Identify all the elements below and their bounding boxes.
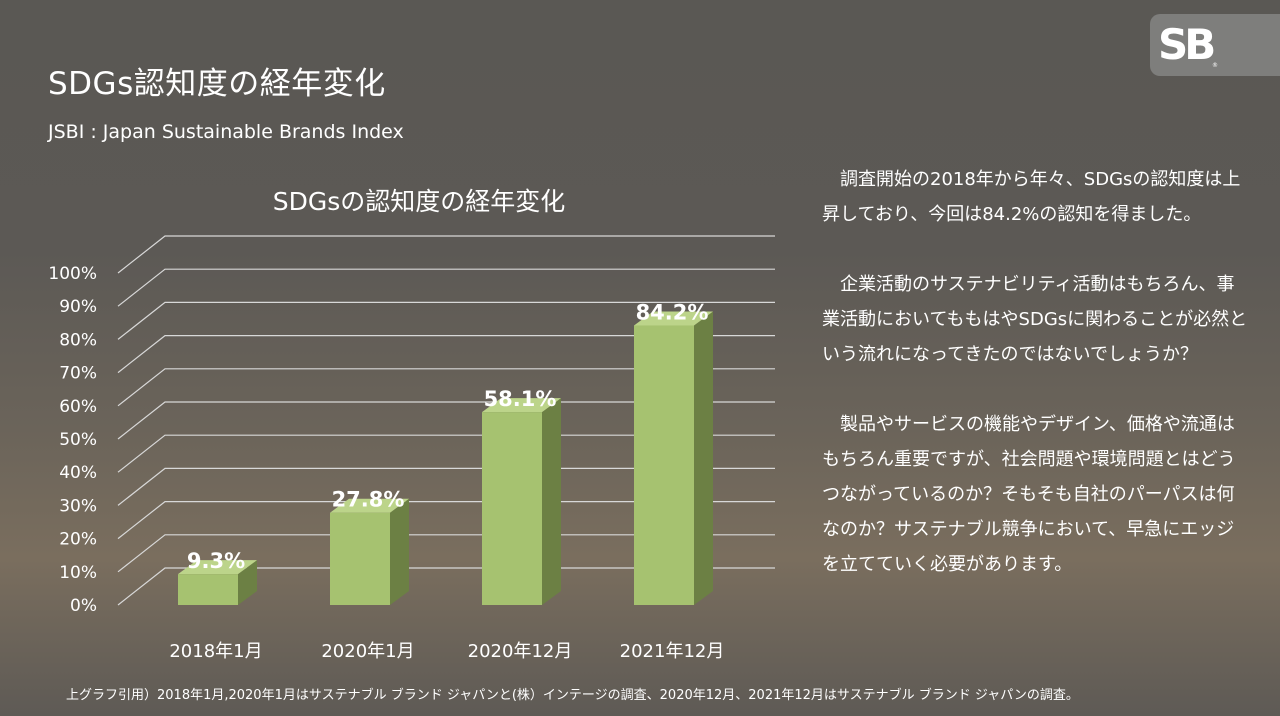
- x-tick-label: 2020年1月: [321, 641, 414, 662]
- bar-top: [634, 311, 713, 326]
- logo-registered-mark: ®: [1212, 62, 1218, 69]
- grid-line: [117, 534, 775, 573]
- x-tick-label: 2018年1月: [169, 641, 262, 662]
- bar-top: [178, 560, 257, 575]
- x-tick-label: 2020年12月: [468, 641, 573, 662]
- description-paragraph-1: 調査開始の2018年から年々、SDGsの認知度は上昇しており、今回は84.2%の…: [822, 169, 1241, 225]
- grid-line: [117, 301, 775, 340]
- grid-line: [117, 567, 775, 606]
- y-tick-label: 10%: [59, 563, 97, 583]
- bar-side: [694, 311, 713, 605]
- data-label: 27.8%: [332, 488, 405, 512]
- description-paragraph-2: 企業活動のサステナビリティ活動はもちろん、事業活動においてももはやSDGsに関わ…: [822, 274, 1248, 365]
- y-tick-label: 60%: [59, 397, 97, 417]
- data-label: 84.2%: [636, 300, 709, 324]
- grid-line: [117, 335, 775, 374]
- grid-line: [117, 434, 775, 473]
- slide-subtitle: JSBI : Japan Sustainable Brands Index: [48, 121, 404, 143]
- bar-side: [390, 498, 409, 605]
- y-tick-label: 20%: [59, 530, 97, 550]
- chart-bars: [178, 311, 713, 605]
- bar-top: [482, 398, 561, 413]
- y-axis-ticks: 0% 10% 20% 30% 40% 50% 60% 70% 80% 90% 100%: [48, 264, 97, 616]
- grid-line: [117, 368, 775, 407]
- y-tick-label: 30%: [59, 496, 97, 516]
- y-tick-label: 80%: [59, 330, 97, 350]
- bar-front: [634, 325, 694, 605]
- y-tick-label: 0%: [70, 596, 97, 616]
- bar: [482, 398, 561, 605]
- grid-line: [117, 268, 775, 307]
- y-tick-label: 100%: [48, 264, 97, 284]
- grid-line: [117, 235, 775, 274]
- chart-grid: [117, 235, 775, 606]
- bar-front: [330, 512, 390, 605]
- y-tick-label: 50%: [59, 430, 97, 450]
- logo-text: SB: [1158, 20, 1216, 69]
- x-axis-ticks: 2018年1月 2020年1月 2020年12月 2021年12月: [169, 641, 724, 662]
- y-tick-label: 40%: [59, 463, 97, 483]
- bar-side: [542, 398, 561, 605]
- x-tick-label: 2021年12月: [620, 641, 725, 662]
- bar-side: [238, 560, 257, 605]
- y-tick-label: 70%: [59, 364, 97, 384]
- slide-title: SDGs認知度の経年変化: [48, 66, 386, 102]
- data-labels: 9.3% 27.8% 58.1% 84.2%: [187, 300, 709, 573]
- grid-line: [117, 401, 775, 440]
- description-paragraph-3: 製品やサービスの機能やデザイン、価格や流通はもちろん重要ですが、社会問題や環境問…: [822, 414, 1236, 575]
- bar-front: [178, 574, 238, 605]
- footnote: 上グラフ引用）2018年1月,2020年1月はサステナブル ブランド ジャパンと…: [66, 688, 1079, 703]
- description: 調査開始の2018年から年々、SDGsの認知度は上昇しており、今回は84.2%の…: [822, 162, 1252, 582]
- data-label: 9.3%: [187, 549, 245, 573]
- chart-title: SDGsの認知度の経年変化: [273, 187, 566, 216]
- bar-front: [482, 412, 542, 605]
- bar-top: [330, 498, 409, 513]
- y-tick-label: 90%: [59, 297, 97, 317]
- grid-line: [117, 501, 775, 540]
- grid-line: [117, 467, 775, 506]
- sb-logo: SB ®: [1150, 14, 1280, 76]
- data-label: 58.1%: [484, 387, 557, 411]
- bar-chart: SDGsの認知度の経年変化 0% 10% 20% 30% 40% 50% 60% 70% 80%…: [48, 187, 775, 662]
- bar: [634, 311, 713, 605]
- bar: [178, 560, 257, 605]
- bar: [330, 498, 409, 605]
